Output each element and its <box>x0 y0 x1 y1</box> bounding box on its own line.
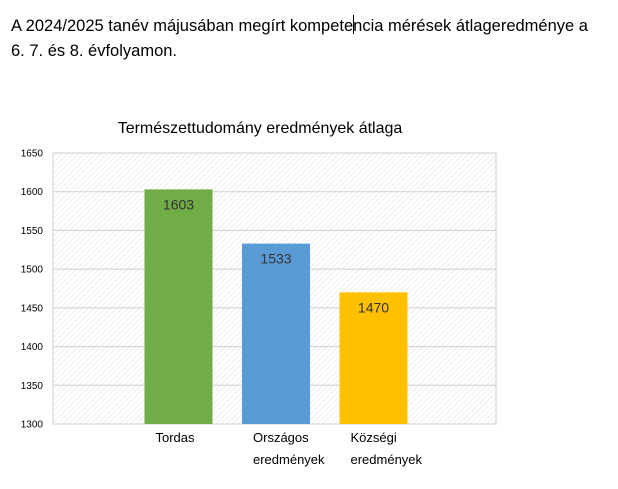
y-tick-label: 1600 <box>21 187 44 198</box>
category-label: Községi eredmények <box>351 430 423 467</box>
bar <box>339 292 408 424</box>
data-labels: 1603 1533 1470 <box>163 196 389 315</box>
paragraph-line-2: 6. 7. és 8. évfolyamon. <box>11 42 178 60</box>
text-cursor <box>353 15 355 34</box>
bar <box>242 243 310 424</box>
paragraph-text-after-cursor: ncia mérések átlageredménye a <box>353 17 588 35</box>
bar <box>144 189 213 424</box>
data-label: 1603 <box>163 196 194 212</box>
y-tick-label: 1450 <box>21 303 44 314</box>
category-label: Országos eredmények <box>253 430 325 467</box>
category-label: Tordas <box>156 430 196 445</box>
chart-title: Természettudomány eredmények átlaga <box>118 120 403 137</box>
y-tick-label: 1500 <box>21 265 44 276</box>
paragraph-text-before-cursor: A 2024/2025 tanév májusában megírt kompe… <box>11 17 354 35</box>
category-labels: Tordas Országos eredmények Községi eredménye… <box>156 430 423 467</box>
y-tick-label: 1550 <box>21 226 44 237</box>
bars <box>144 189 408 424</box>
y-tick-label: 1650 <box>21 149 44 160</box>
y-tick-label: 1350 <box>21 381 44 392</box>
y-tick-label: 1300 <box>21 420 44 431</box>
data-label: 1470 <box>358 299 389 315</box>
data-label: 1533 <box>260 251 291 267</box>
document-paragraph[interactable]: A 2024/2025 tanév májusában megírt kompe… <box>11 14 611 64</box>
y-axis-tick-labels: 1300 1350 1400 1450 1500 1550 1600 1650 <box>21 149 44 431</box>
y-tick-label: 1400 <box>21 342 44 353</box>
